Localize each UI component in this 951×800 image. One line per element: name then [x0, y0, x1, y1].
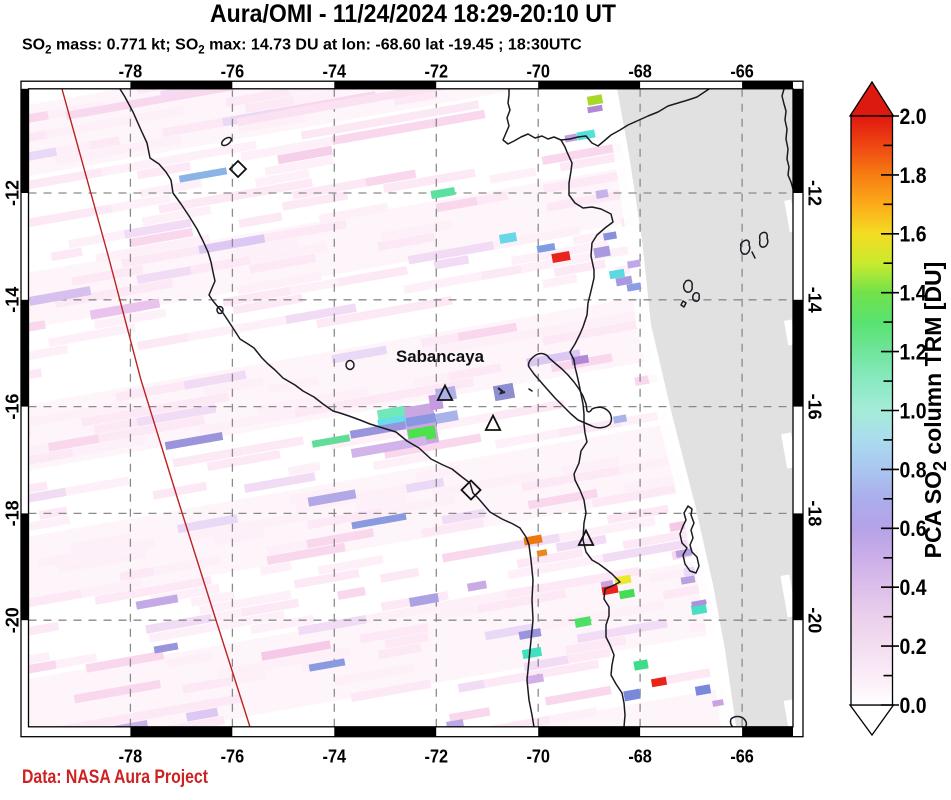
svg-text:-70: -70 [526, 747, 550, 767]
svg-text:-72: -72 [425, 62, 449, 82]
svg-text:-76: -76 [221, 62, 245, 82]
svg-text:-74: -74 [323, 62, 347, 82]
svg-text:Sabancaya: Sabancaya [396, 347, 485, 366]
svg-text:-16: -16 [805, 394, 825, 420]
svg-text:-68: -68 [628, 747, 652, 767]
svg-text:-70: -70 [526, 62, 550, 82]
svg-text:PCA SO2 column TRM [DU]: PCA SO2 column TRM [DU] [920, 262, 950, 559]
svg-text:-20: -20 [3, 607, 23, 633]
svg-text:-18: -18 [805, 500, 825, 526]
svg-text:Aura/OMI - 11/24/2024 18:29-20: Aura/OMI - 11/24/2024 18:29-20:10 UT [210, 0, 616, 28]
svg-text:-74: -74 [323, 747, 347, 767]
svg-text:-14: -14 [805, 287, 825, 313]
svg-text:-18: -18 [3, 500, 23, 526]
svg-text:0.0: 0.0 [900, 693, 927, 718]
svg-text:1.6: 1.6 [900, 222, 927, 247]
svg-text:-76: -76 [221, 747, 245, 767]
svg-text:-78: -78 [119, 62, 143, 82]
svg-text:SO2 mass: 0.771 kt; SO2 max: 1: SO2 mass: 0.771 kt; SO2 max: 14.73 DU at… [22, 37, 582, 57]
svg-text:2.0: 2.0 [900, 104, 927, 129]
svg-text:-16: -16 [3, 394, 23, 420]
svg-text:-78: -78 [119, 747, 143, 767]
svg-text:-12: -12 [805, 180, 825, 206]
svg-text:0.2: 0.2 [900, 634, 927, 659]
svg-text:0.4: 0.4 [900, 575, 928, 600]
svg-text:1.2: 1.2 [900, 340, 927, 365]
svg-text:Data: NASA Aura Project: Data: NASA Aura Project [22, 767, 209, 788]
svg-text:0.6: 0.6 [900, 516, 927, 541]
svg-text:1.0: 1.0 [900, 398, 927, 423]
svg-text:-66: -66 [730, 747, 754, 767]
svg-text:0.8: 0.8 [900, 457, 927, 482]
svg-text:-68: -68 [628, 62, 652, 82]
svg-text:-20: -20 [805, 607, 825, 633]
svg-text:-12: -12 [3, 180, 23, 206]
svg-text:1.4: 1.4 [900, 281, 928, 306]
svg-text:1.8: 1.8 [900, 163, 927, 188]
svg-text:-72: -72 [425, 747, 449, 767]
svg-text:-66: -66 [730, 62, 754, 82]
svg-text:-14: -14 [3, 287, 23, 313]
